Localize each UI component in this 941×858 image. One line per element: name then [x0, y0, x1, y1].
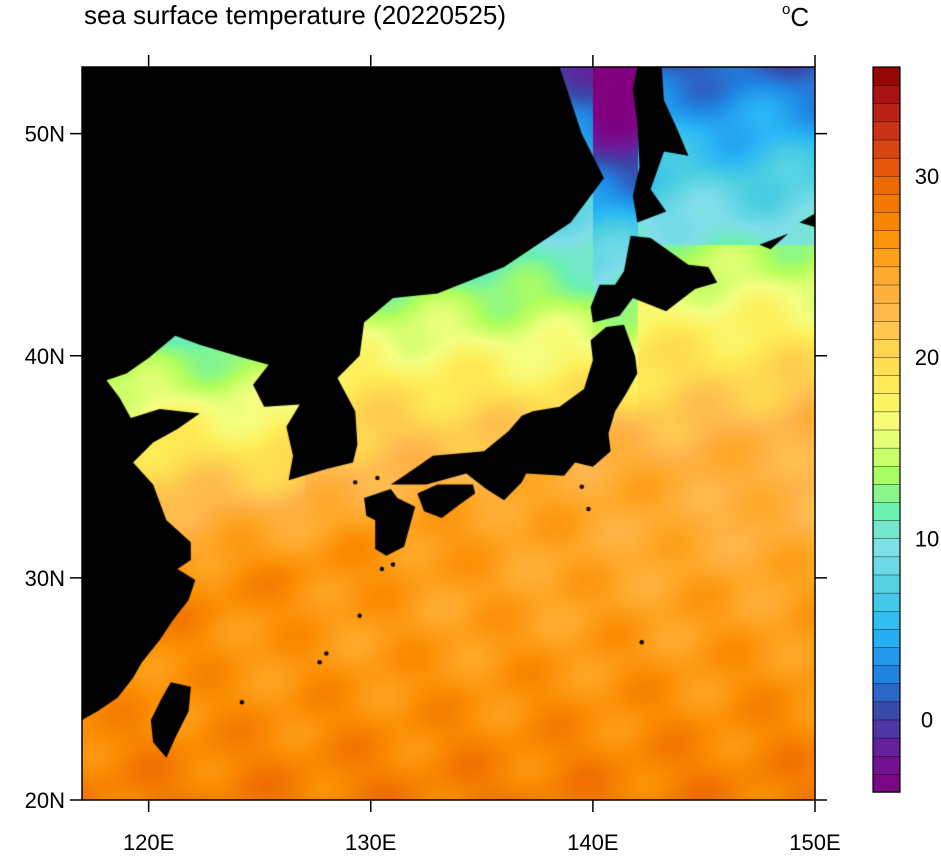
colorbar-segment — [872, 356, 901, 376]
colorbar-segment — [872, 338, 901, 358]
sst-map — [82, 67, 815, 800]
colorbar-segment — [872, 66, 901, 86]
degree-symbol: o — [782, 1, 791, 19]
colorbar-segment — [872, 175, 901, 195]
colorbar-segment — [872, 592, 901, 612]
colorbar-segment — [872, 447, 901, 467]
colorbar-segment — [872, 719, 901, 739]
colorbar: 0 10 20 30 — [872, 66, 939, 793]
colorbar-segment — [872, 393, 901, 413]
colorbar-segment — [872, 664, 901, 684]
colorbar-segment — [872, 157, 901, 177]
colorbar-segment — [872, 84, 901, 104]
colorbar-segment — [872, 519, 901, 539]
lon-tick-label: 140E — [567, 830, 618, 855]
colorbar-segment — [872, 320, 901, 340]
colorbar-segment — [872, 610, 901, 630]
colorbar-label: 20 — [915, 345, 939, 370]
colorbar-segment — [872, 211, 901, 231]
colorbar-segment — [872, 701, 901, 721]
colorbar-segment — [872, 755, 901, 775]
colorbar-frame — [872, 66, 901, 793]
colorbar-segment — [872, 121, 901, 141]
colorbar-label: 0 — [921, 708, 933, 733]
colorbar-segment — [872, 411, 901, 431]
colorbar-segment — [872, 501, 901, 521]
colorbar-segment — [872, 374, 901, 394]
lon-tick-label: 150E — [789, 830, 840, 855]
colorbar-segment — [872, 538, 901, 558]
colorbar-segment — [872, 628, 901, 648]
colorbar-segment — [872, 266, 901, 286]
colorbar-segment — [872, 683, 901, 703]
lat-tick-label: 40N — [25, 344, 65, 369]
lon-tick-label: 130E — [345, 830, 396, 855]
colorbar-segment — [872, 139, 901, 159]
colorbar-segment — [872, 229, 901, 249]
colorbar-segment — [872, 556, 901, 576]
colorbar-label: 30 — [915, 164, 939, 189]
colorbar-segment — [872, 773, 901, 793]
colorbar-segment — [872, 483, 901, 503]
unit-label: C — [790, 2, 810, 32]
colorbar-segment — [872, 646, 901, 666]
colorbar-segment — [872, 429, 901, 449]
map-title: sea surface temperature (20220525) — [84, 0, 507, 30]
colorbar-segment — [872, 248, 901, 268]
lon-tick-label: 120E — [123, 830, 174, 855]
colorbar-label: 10 — [915, 526, 939, 551]
lat-tick-label: 20N — [25, 788, 65, 813]
lat-tick-label: 30N — [25, 566, 65, 591]
colorbar-segment — [872, 193, 901, 213]
lat-tick-label: 50N — [25, 122, 65, 147]
colorbar-segment — [872, 574, 901, 594]
colorbar-segment — [872, 737, 901, 757]
colorbar-segment — [872, 302, 901, 322]
colorbar-segment — [872, 103, 901, 123]
colorbar-segment — [872, 284, 901, 304]
colorbar-segment — [872, 465, 901, 485]
colorbar-unit: oC — [782, 1, 810, 33]
